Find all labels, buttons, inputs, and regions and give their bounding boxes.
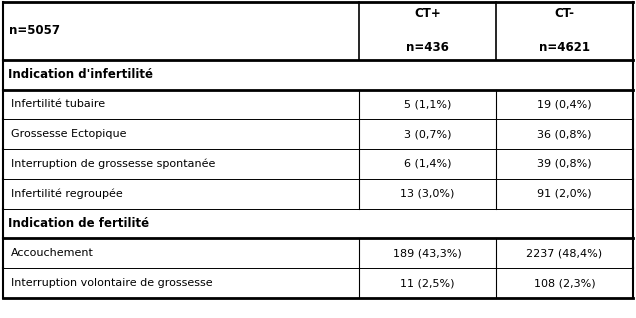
Text: Infertilité tubaire: Infertilité tubaire [11, 100, 105, 109]
Text: Grossesse Ectopique: Grossesse Ectopique [11, 129, 127, 139]
Text: Interruption volontaire de grossesse: Interruption volontaire de grossesse [11, 278, 212, 288]
Bar [3, 238, 633, 268]
Bar [3, 209, 633, 238]
Bar [3, 179, 633, 209]
Text: Accouchement: Accouchement [11, 248, 94, 258]
Text: 108 (2,3%): 108 (2,3%) [534, 278, 595, 288]
Bar [3, 89, 633, 119]
Text: 6 (1,4%): 6 (1,4%) [404, 159, 451, 169]
Text: Indication d'infertilité: Indication d'infertilité [8, 68, 153, 81]
Text: CT-

n=4621: CT- n=4621 [539, 7, 590, 54]
Text: 19 (0,4%): 19 (0,4%) [537, 100, 591, 109]
Text: CT+

n=436: CT+ n=436 [406, 7, 449, 54]
Bar [3, 60, 633, 89]
Text: 189 (43,3%): 189 (43,3%) [393, 248, 462, 258]
Text: 3 (0,7%): 3 (0,7%) [404, 129, 451, 139]
Text: 13 (3,0%): 13 (3,0%) [400, 189, 455, 199]
Text: Infertilité regroupée: Infertilité regroupée [11, 189, 123, 199]
Text: n=5057: n=5057 [9, 24, 60, 37]
Text: 11 (2,5%): 11 (2,5%) [400, 278, 455, 288]
Text: 2237 (48,4%): 2237 (48,4%) [526, 248, 602, 258]
Bar [3, 2, 633, 60]
Text: 91 (2,0%): 91 (2,0%) [537, 189, 591, 199]
Bar [3, 119, 633, 149]
Text: 5 (1,1%): 5 (1,1%) [404, 100, 451, 109]
Bar [3, 268, 633, 298]
Text: Interruption de grossesse spontanée: Interruption de grossesse spontanée [11, 159, 216, 169]
Text: 36 (0,8%): 36 (0,8%) [537, 129, 591, 139]
Bar [3, 149, 633, 179]
Text: 39 (0,8%): 39 (0,8%) [537, 159, 591, 169]
Text: Indication de fertilité: Indication de fertilité [8, 217, 149, 230]
